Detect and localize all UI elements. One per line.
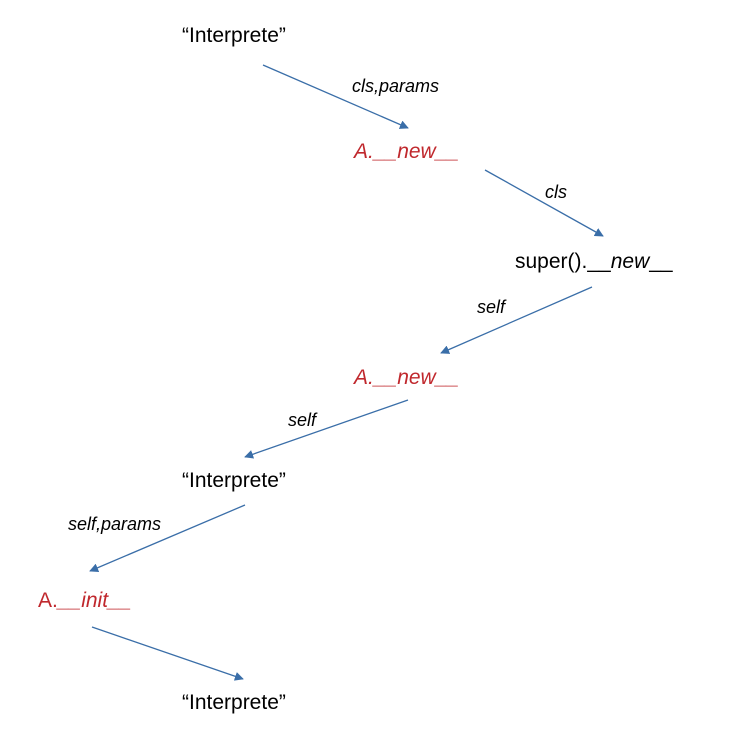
edge-label-cls: cls — [545, 182, 567, 202]
node-interpreter-middle: “Interprete” — [182, 469, 286, 492]
super-new-suffix: __ — [649, 250, 673, 273]
node-super-new: super().__new__ — [515, 250, 673, 274]
node-interpreter-bottom: “Interprete” — [182, 691, 286, 714]
arrow-super-new-to-a-new — [440, 286, 593, 354]
a-init-method-part: __init__ — [57, 589, 132, 612]
arrow-a-init-to-interpreter — [91, 626, 244, 681]
arrow-a-new-to-super-new — [484, 169, 604, 237]
a-init-label: A.__init__ — [38, 589, 131, 612]
edge-label-self-1: self — [477, 297, 506, 317]
node-interpreter-top: “Interprete” — [182, 24, 286, 47]
node-a-new-first: A.__new__ — [354, 140, 460, 163]
super-new-prefix: super().__ — [515, 250, 611, 273]
arrow-interpreter-to-a-new — [262, 64, 409, 129]
arrow-interpreter-to-a-init — [89, 504, 246, 572]
a-init-class-part: A. — [38, 589, 58, 612]
edge-label-self-params: self,params — [68, 514, 162, 534]
node-a-init: A.__init__ — [38, 589, 131, 613]
arrow-a-new-to-interpreter — [244, 399, 409, 459]
node-a-new-second: A.__new__ — [354, 366, 460, 389]
edge-label-cls-params: cls,params — [352, 76, 440, 96]
edge-label-self-2: self — [288, 410, 317, 430]
super-new-italic: new — [610, 250, 650, 273]
